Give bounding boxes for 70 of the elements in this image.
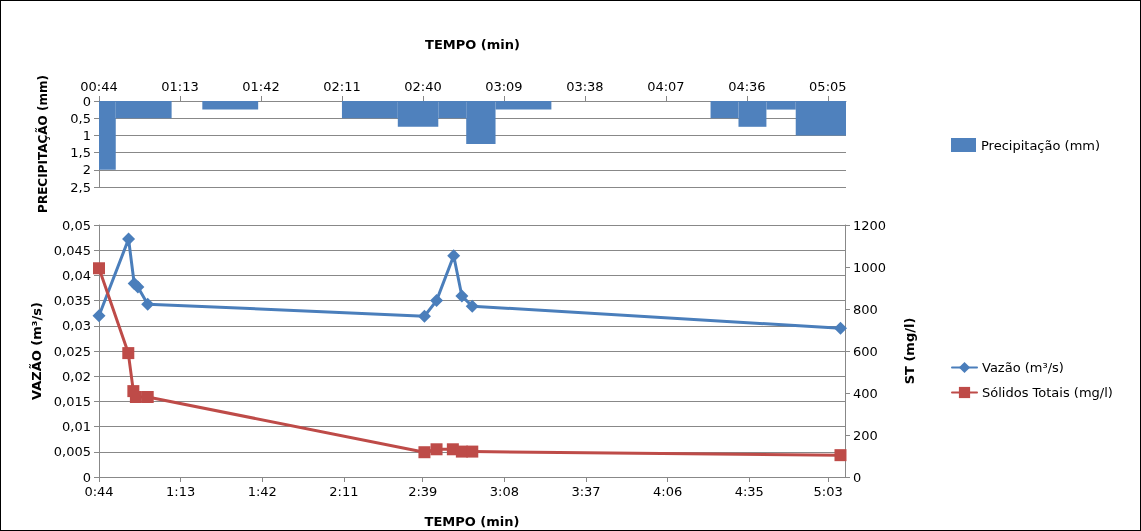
x-tick-label: 1:13 bbox=[166, 484, 196, 499]
x-tick-label: 0:44 bbox=[84, 484, 114, 499]
y-tick-label: 0,02 bbox=[62, 368, 91, 384]
x-tick-label: 02:11 bbox=[323, 79, 361, 94]
y-tick-label: 0,5 bbox=[70, 110, 91, 126]
y-tick-label: 2 bbox=[82, 162, 91, 178]
y2-tick-label: 400 bbox=[853, 385, 878, 401]
y2-tick-label: 200 bbox=[853, 427, 878, 443]
y2-tick-label: 600 bbox=[853, 343, 878, 359]
point bbox=[447, 249, 461, 263]
x-tick-label: 5:03 bbox=[813, 484, 843, 499]
x-tick-label: 2:39 bbox=[408, 484, 438, 499]
x-tick-label: 01:42 bbox=[242, 79, 280, 94]
x-tick-label: 03:38 bbox=[566, 79, 604, 94]
y2-tick-label: 0 bbox=[853, 469, 862, 485]
y-tick-label: 0,015 bbox=[53, 393, 91, 409]
y-tick-label: 0,005 bbox=[53, 444, 91, 460]
legend-label: Precipitação (mm) bbox=[981, 137, 1101, 153]
x-axis-title: TEMPO (min) bbox=[424, 514, 520, 529]
point bbox=[141, 297, 155, 311]
point bbox=[131, 280, 145, 294]
point bbox=[465, 299, 479, 313]
y-tick-label: 0,05 bbox=[62, 217, 91, 233]
point bbox=[122, 347, 135, 360]
point bbox=[418, 446, 431, 459]
y2-axis-title: ST (mg/l) bbox=[902, 317, 917, 385]
y-tick-label: 0,03 bbox=[62, 318, 91, 334]
y-tick-label: 2,5 bbox=[70, 179, 91, 195]
point bbox=[833, 321, 847, 335]
point bbox=[466, 445, 479, 458]
x-tick-label: 4:35 bbox=[734, 484, 764, 499]
y-tick-label: 1,5 bbox=[70, 145, 91, 161]
x-tick-label: 04:36 bbox=[728, 79, 766, 94]
legend-label: Sólidos Totais (mg/l) bbox=[982, 385, 1113, 400]
point bbox=[455, 289, 469, 303]
y-tick-label: 0,04 bbox=[62, 267, 91, 283]
y-axis-title: VAZÃO (m³/s) bbox=[28, 302, 44, 400]
y2-tick-label: 800 bbox=[853, 301, 878, 317]
x-tick-label: 04:07 bbox=[647, 79, 685, 94]
y-tick-label: 0,025 bbox=[53, 343, 91, 359]
y-tick-label: 0,035 bbox=[53, 293, 91, 309]
x-tick-label: 3:08 bbox=[489, 484, 519, 499]
point bbox=[430, 294, 444, 308]
point bbox=[430, 443, 443, 456]
point bbox=[141, 390, 154, 403]
x-tick-label: 03:09 bbox=[485, 79, 523, 94]
y-tick-label: 0,01 bbox=[62, 419, 91, 435]
y-tick-label: 0,045 bbox=[53, 242, 91, 258]
y-tick-label: 0 bbox=[82, 93, 91, 109]
x-tick-label: 01:13 bbox=[161, 79, 199, 94]
point bbox=[122, 232, 136, 246]
x-tick-label: 2:11 bbox=[329, 484, 359, 499]
y2-tick-label: 1000 bbox=[853, 259, 887, 275]
x-axis-title: TEMPO (min) bbox=[425, 37, 520, 52]
point bbox=[834, 449, 847, 462]
point bbox=[129, 390, 142, 403]
x-tick-label: 05:05 bbox=[809, 79, 847, 94]
x-tick-label: 3:37 bbox=[571, 484, 601, 499]
x-tick-label: 1:42 bbox=[247, 484, 277, 499]
y-axis-title: PRECIPITAÇÃO (mm) bbox=[35, 75, 50, 213]
x-tick-label: 02:40 bbox=[404, 79, 442, 94]
x-tick-label: 4:06 bbox=[653, 484, 683, 499]
y-tick-label: 0 bbox=[82, 469, 91, 485]
point bbox=[93, 262, 105, 275]
legend-label: Vazão (m³/s) bbox=[982, 360, 1064, 375]
x-tick-label: 00:44 bbox=[80, 79, 118, 94]
y-tick-label: 1 bbox=[82, 127, 91, 143]
point bbox=[92, 309, 106, 323]
point bbox=[417, 309, 431, 323]
y2-tick-label: 1200 bbox=[853, 217, 887, 233]
